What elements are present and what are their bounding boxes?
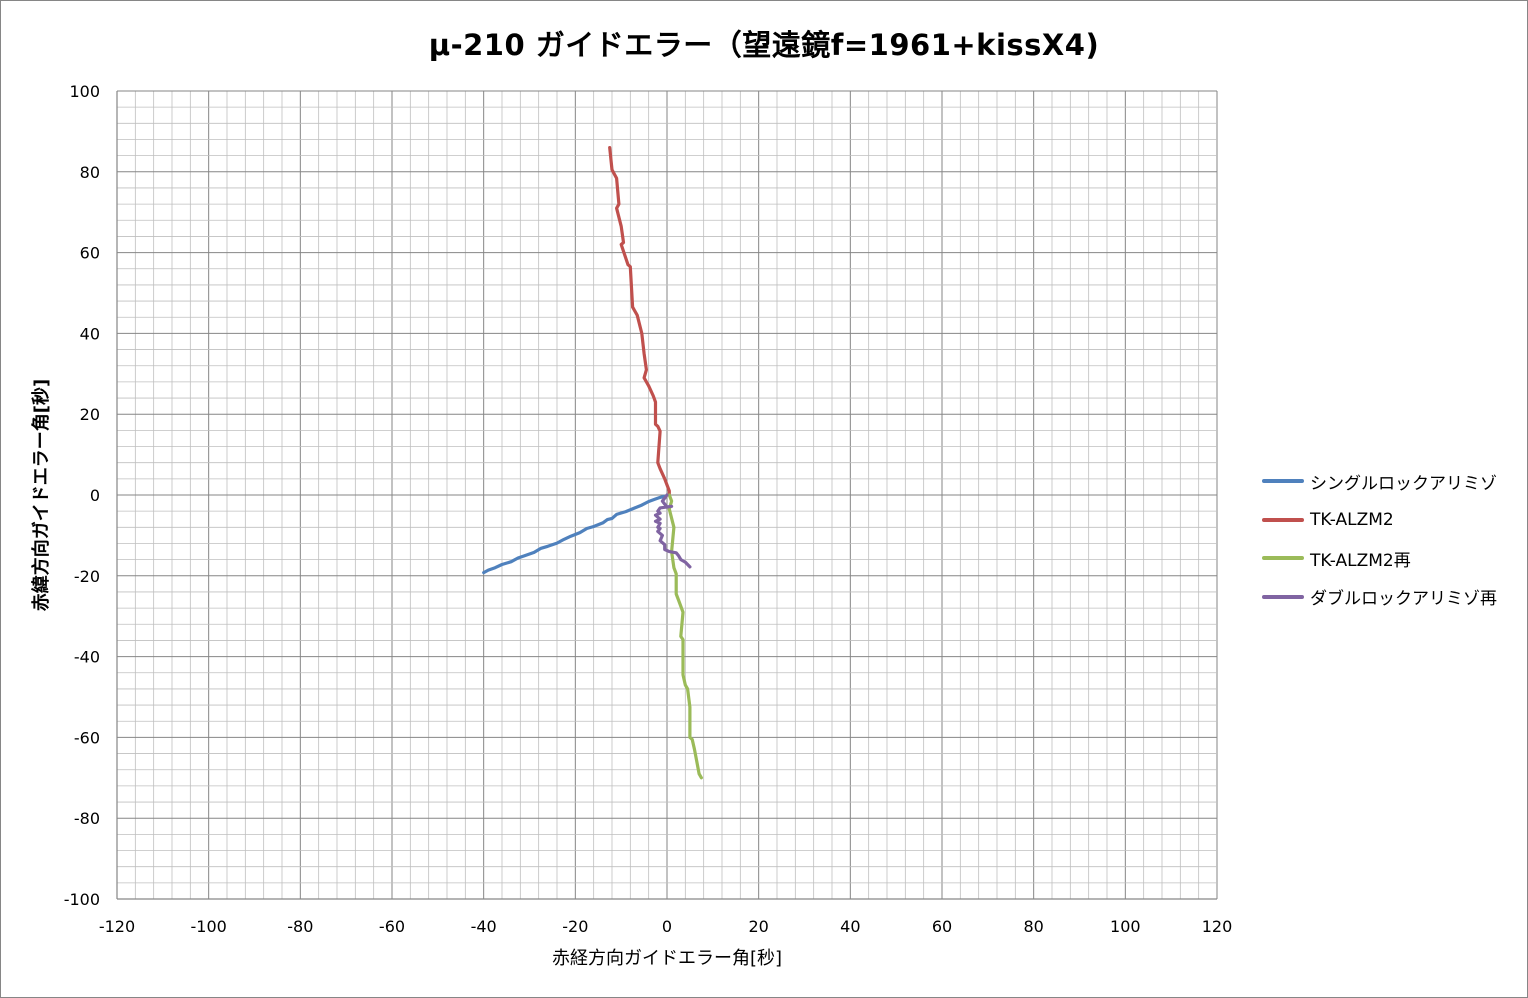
legend-label: TK-ALZM2 [1310, 509, 1394, 530]
chart-title: μ-210 ガイドエラー（望遠鏡f=1961+kissX4) [428, 28, 1100, 62]
series-line-1 [482, 494, 667, 575]
x-tick-label: -100 [191, 917, 227, 936]
x-tick-label: 0 [662, 917, 672, 936]
x-tick-label: -40 [471, 917, 497, 936]
legend-swatch [1262, 479, 1304, 484]
x-tick-label: 20 [748, 917, 768, 936]
y-tick-label: -60 [74, 728, 100, 747]
x-tick-label: 60 [932, 917, 952, 936]
y-tick-label: 20 [80, 405, 100, 424]
legend-swatch [1262, 556, 1304, 561]
legend-swatch [1262, 517, 1304, 522]
x-tick-label: -20 [562, 917, 588, 936]
y-tick-label: 80 [80, 163, 100, 182]
legend-item: シングルロックアリミゾ [1262, 462, 1522, 501]
legend-item: ダブルロックアリミゾ再 [1262, 578, 1522, 617]
series-lines [482, 146, 703, 780]
y-tick-label: 100 [69, 82, 100, 101]
x-tick-label: -120 [99, 917, 135, 936]
y-axis-title: 赤緯方向ガイドエラー角[秒] [30, 379, 52, 611]
y-tick-label: -80 [74, 809, 100, 828]
series-line-3 [667, 493, 703, 780]
x-tick-label: -60 [379, 917, 405, 936]
x-axis-title: 赤経方向ガイドエラー角[秒] [552, 948, 782, 969]
y-tick-label: 60 [80, 244, 100, 263]
legend-swatch [1262, 594, 1304, 599]
x-tick-label: -80 [287, 917, 313, 936]
y-tick-label: -20 [74, 567, 100, 586]
y-tick-label: 40 [80, 324, 100, 343]
legend-label: ダブルロックアリミゾ再 [1310, 589, 1497, 610]
series-line-2 [608, 146, 671, 497]
tick-labels: -120 -100 -80 -60 -40 -20 0 20 40 60 80 100 120 100 80… [64, 82, 1233, 936]
x-tick-label: 40 [840, 917, 860, 936]
legend-label: TK-ALZM2再 [1310, 550, 1411, 571]
legend-label: シングルロックアリミゾ [1310, 473, 1497, 494]
legend-item: TK-ALZM2再 [1262, 539, 1522, 578]
legend: シングルロックアリミゾ TK-ALZM2 TK-ALZM2再ダブルロックアリミゾ再 [1262, 462, 1522, 616]
x-tick-label: 80 [1023, 917, 1043, 936]
y-tick-label: -40 [74, 648, 100, 667]
x-tick-label: 100 [1110, 917, 1141, 936]
y-tick-label: -100 [64, 890, 100, 909]
legend-item: TK-ALZM2 [1262, 501, 1522, 540]
x-tick-label: 120 [1202, 917, 1233, 936]
series-line-4 [653, 493, 692, 569]
y-tick-label: 0 [90, 486, 100, 505]
